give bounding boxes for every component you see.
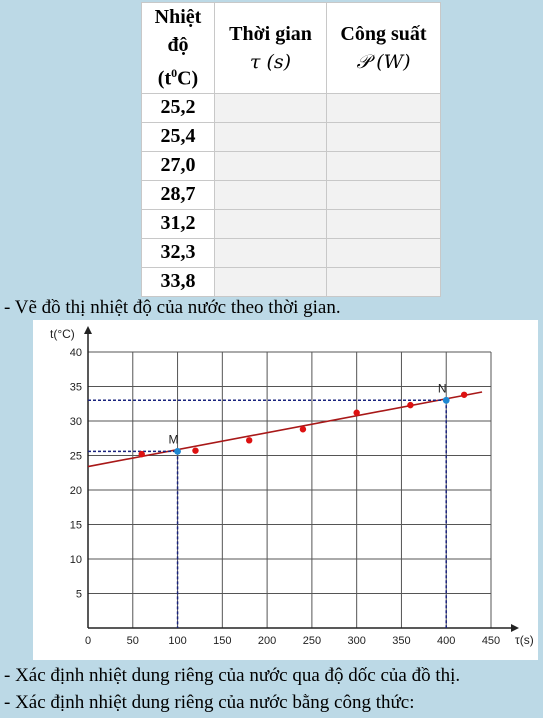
x-tick-label: 100: [168, 635, 186, 647]
time-cell[interactable]: [214, 121, 327, 152]
x-tick-label: 300: [347, 635, 365, 647]
power-cell[interactable]: [326, 237, 441, 268]
y-tick-label: 20: [70, 485, 82, 497]
time-cell[interactable]: [214, 266, 327, 297]
x-tick-label: 150: [213, 635, 231, 647]
marked-point-label: M: [169, 432, 179, 446]
chart-svg: 0 50 100 150 200 250 300 350 400 450 5 10 15 20 25 30 35…: [50, 326, 534, 647]
y-tick-label: 15: [70, 520, 82, 532]
table-row: 25,4: [141, 121, 441, 152]
marked-point-m: [174, 447, 181, 455]
data-point: [138, 450, 145, 458]
y-tick-label: 35: [70, 382, 82, 394]
time-cell[interactable]: [214, 92, 327, 123]
x-tick-label: 350: [392, 635, 410, 647]
temperature-cell: 28,7: [141, 179, 215, 210]
instruction-slope: - Xác định nhiệt dung riêng của nước qua…: [4, 665, 461, 686]
time-cell[interactable]: [214, 179, 327, 210]
table-body: 25,2 25,4 27,0 28,7 31,2 32,3 33,8: [141, 92, 441, 297]
header-temperature: Nhiệt độ (t0C): [141, 2, 215, 94]
y-tick-label: 5: [76, 589, 82, 601]
power-cell[interactable]: [326, 92, 441, 123]
temperature-table: Nhiệt độ (t0C) Thời gian τ (s) Công suất…: [141, 2, 441, 297]
table-row: 33,8: [141, 266, 441, 297]
power-cell[interactable]: [326, 266, 441, 297]
instruction-graph: - Vẽ đồ thị nhiệt độ của nước theo thời …: [4, 297, 341, 318]
time-cell[interactable]: [214, 237, 327, 268]
data-point: [460, 391, 468, 398]
data-point: [353, 409, 360, 416]
y-axis-arrow: [84, 326, 92, 334]
time-cell[interactable]: [214, 150, 327, 181]
x-tick-label: 50: [127, 635, 139, 647]
table-row: 31,2: [141, 208, 441, 239]
x-tick-label: 200: [258, 635, 276, 647]
temperature-cell: 25,2: [141, 92, 215, 123]
y-axis-title: t(°C): [50, 327, 75, 341]
temperature-cell: 33,8: [141, 266, 215, 297]
fit-line: [87, 391, 483, 468]
temperature-cell: 25,4: [141, 121, 215, 152]
table-row: 28,7: [141, 179, 441, 210]
data-point: [192, 447, 199, 454]
data-point: [246, 437, 253, 444]
x-axis-title: τ(s): [515, 633, 534, 647]
time-cell[interactable]: [214, 208, 327, 239]
y-tick-label: 10: [70, 554, 82, 566]
temperature-cell: 31,2: [141, 208, 215, 239]
data-point: [407, 401, 414, 409]
table-row: 27,0: [141, 150, 441, 181]
y-tick-label: 25: [70, 451, 82, 463]
y-tick-label: 40: [70, 347, 82, 359]
temperature-time-chart: 0 50 100 150 200 250 300 350 400 450 5 10 15 20 25 30 35…: [33, 320, 538, 660]
temperature-cell: 27,0: [141, 150, 215, 181]
y-tick-label: 30: [70, 416, 82, 428]
x-tick-label: 450: [482, 635, 500, 647]
data-point: [299, 426, 307, 433]
x-tick-label: 0: [85, 635, 91, 647]
temperature-cell: 32,3: [141, 237, 215, 268]
power-cell[interactable]: [326, 208, 441, 239]
x-axis-arrow: [511, 624, 519, 632]
table-row: 25,2: [141, 92, 441, 123]
instruction-formula: - Xác định nhiệt dung riêng của nước bằn…: [4, 692, 415, 713]
header-power: Công suất 𝒫 (W): [326, 2, 441, 94]
power-cell[interactable]: [326, 121, 441, 152]
x-tick-label: 400: [437, 635, 455, 647]
marked-point-n: [442, 396, 450, 404]
x-tick-label: 250: [303, 635, 321, 647]
power-cell[interactable]: [326, 150, 441, 181]
power-cell[interactable]: [326, 179, 441, 210]
table-row: 32,3: [141, 237, 441, 268]
header-time: Thời gian τ (s): [214, 2, 327, 94]
marked-point-label: N: [438, 381, 447, 395]
